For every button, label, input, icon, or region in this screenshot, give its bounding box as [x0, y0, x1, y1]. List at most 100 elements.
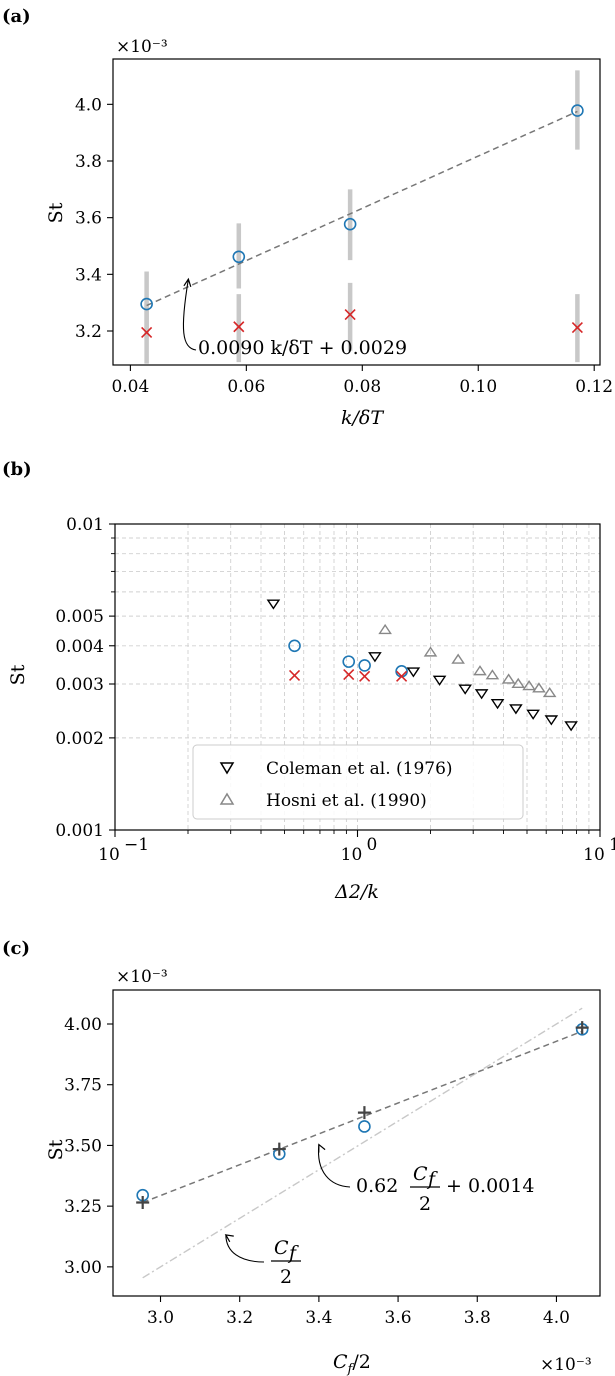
x-tick-label: 3.4 — [305, 1308, 332, 1328]
axes-frame — [112, 58, 601, 366]
panel-c-ylabel: St — [45, 1139, 67, 1160]
ref-frac-num: C — [274, 1237, 289, 1259]
fit-frac-den: 2 — [419, 1193, 431, 1215]
data-point — [509, 704, 523, 715]
ref-annotation-arrow — [225, 1234, 265, 1263]
legend-label-hosni: Hosni et al. (1990) — [266, 791, 427, 811]
data-point — [406, 667, 421, 678]
panel-a-fit-annotation: 0.0090 k/δT + 0.0029 — [198, 337, 407, 359]
fit-annotation-arrow — [317, 1144, 351, 1188]
data-point — [571, 322, 583, 334]
panel-b-label: (b) — [2, 459, 32, 480]
y-tick-label: 3.4 — [75, 265, 102, 285]
data-point — [272, 1142, 286, 1156]
data-point — [542, 686, 557, 698]
y-tick-label: 0.005 — [55, 607, 104, 627]
panel-b-ylabel: St — [7, 664, 29, 685]
x-tick-label: 10 — [98, 845, 120, 865]
y-tick-label: 4.00 — [64, 1015, 102, 1035]
data-point — [343, 217, 357, 231]
legend-label-coleman: Coleman et al. (1976) — [266, 759, 453, 779]
x-tick-label: 10 — [583, 845, 605, 865]
axes-frame — [112, 989, 601, 1297]
data-point — [378, 623, 392, 635]
data-point — [288, 669, 301, 681]
ref-frac-den: 2 — [280, 1266, 292, 1288]
x-tick-exponent: −1 — [124, 835, 149, 855]
panel-c-fit-annotation: 0.62 C f 2 + 0.0014 — [356, 1163, 534, 1215]
data-point — [473, 665, 487, 676]
annotation-arrow — [182, 279, 197, 351]
data-point — [423, 646, 438, 657]
y-tick-label: 3.00 — [64, 1258, 102, 1278]
data-point — [575, 1021, 589, 1035]
x-tick-label: 3.8 — [464, 1308, 491, 1328]
data-point — [343, 669, 355, 681]
data-point — [141, 326, 153, 338]
y-tick-label: 3.75 — [64, 1076, 102, 1096]
x-tick-label: 0.04 — [111, 377, 149, 397]
panel-b: (b) 10 −1 10 0 10 10.010.0050.0040.0030.0020.… — [2, 459, 615, 903]
data-point — [368, 652, 382, 663]
data-point — [344, 309, 356, 321]
x-tick-exponent: 1 — [609, 835, 615, 855]
panel-c-multiplier-x: ×10⁻³ — [540, 1355, 592, 1375]
y-tick-label: 4.0 — [75, 95, 102, 115]
fit-line — [146, 110, 578, 307]
data-point — [511, 677, 526, 689]
y-tick-label: 3.6 — [75, 209, 102, 229]
data-point — [358, 659, 371, 672]
data-point — [490, 699, 505, 710]
legend-marker-hosni — [219, 792, 235, 805]
data-point — [342, 655, 356, 668]
data-point — [526, 709, 540, 720]
data-point — [571, 104, 584, 117]
y-tick-label: 3.2 — [75, 322, 102, 342]
x-tick-label: 0.06 — [227, 377, 265, 397]
x-tick-label: 0.12 — [575, 377, 613, 397]
y-tick-label: 3.50 — [64, 1136, 102, 1156]
data-point — [458, 684, 472, 695]
y-tick-label: 0.004 — [55, 637, 104, 657]
panel-a-xlabel: k/δT — [341, 407, 384, 429]
data-point — [474, 689, 489, 700]
panel-c-xlabel: Cf/2 — [333, 1351, 371, 1376]
fit-tail: + 0.0014 — [446, 1175, 534, 1197]
panel-a-plot-area: 0.04 0.06 0.08 0.10 0.12 3.2 3.4 3.6 3.8 4.0 — [75, 58, 613, 397]
reference-line — [142, 1007, 583, 1279]
panel-c-ref-annotation: C f 2 — [271, 1237, 301, 1288]
data-point — [140, 297, 153, 311]
fit-coef: 0.62 — [356, 1175, 398, 1197]
x-tick-label: 3.0 — [147, 1308, 174, 1328]
data-point — [266, 599, 281, 610]
data-point — [451, 653, 465, 664]
panel-a-label: (a) — [2, 6, 31, 27]
annotation-arrowhead — [183, 277, 192, 287]
data-point — [485, 669, 500, 680]
svg-text:Cf/2: Cf/2 — [333, 1351, 371, 1376]
x-tick-label: 3.2 — [226, 1308, 253, 1328]
panel-b-xlabel: Δ2/k — [334, 881, 379, 903]
x-tick-label: 0.10 — [459, 377, 497, 397]
panel-c-multiplier-y: ×10⁻³ — [116, 967, 168, 987]
panel-a: (a) ×10⁻³ 0.04 0.06 0.08 0.10 0.12 3.2 3.4 3.6 3… — [2, 6, 613, 429]
y-tick-label: 3.8 — [75, 152, 102, 172]
y-tick-label: 0.003 — [55, 675, 104, 695]
x-tick-label: 10 — [341, 845, 363, 865]
data-point — [522, 680, 536, 691]
x-tick-exponent: 0 — [367, 835, 378, 855]
fit-frac-num: C — [413, 1163, 428, 1185]
data-point — [232, 250, 246, 264]
y-tick-label: 0.002 — [55, 729, 104, 749]
x-tick-label: 3.6 — [385, 1308, 412, 1328]
fit-line — [142, 1030, 583, 1204]
ref-frac-sub: f — [287, 1242, 299, 1264]
data-point — [233, 321, 245, 333]
y-tick-label: 0.01 — [66, 515, 104, 535]
legend-marker-coleman — [219, 762, 235, 775]
data-point — [501, 673, 516, 684]
x-tick-label: 0.08 — [343, 377, 381, 397]
panel-c: (c) ×10⁻³ ×10⁻³ 3.0 3.2 3.4 3.6 3.8 4.03.003.… — [2, 938, 601, 1376]
panel-a-multiplier: ×10⁻³ — [116, 37, 168, 57]
